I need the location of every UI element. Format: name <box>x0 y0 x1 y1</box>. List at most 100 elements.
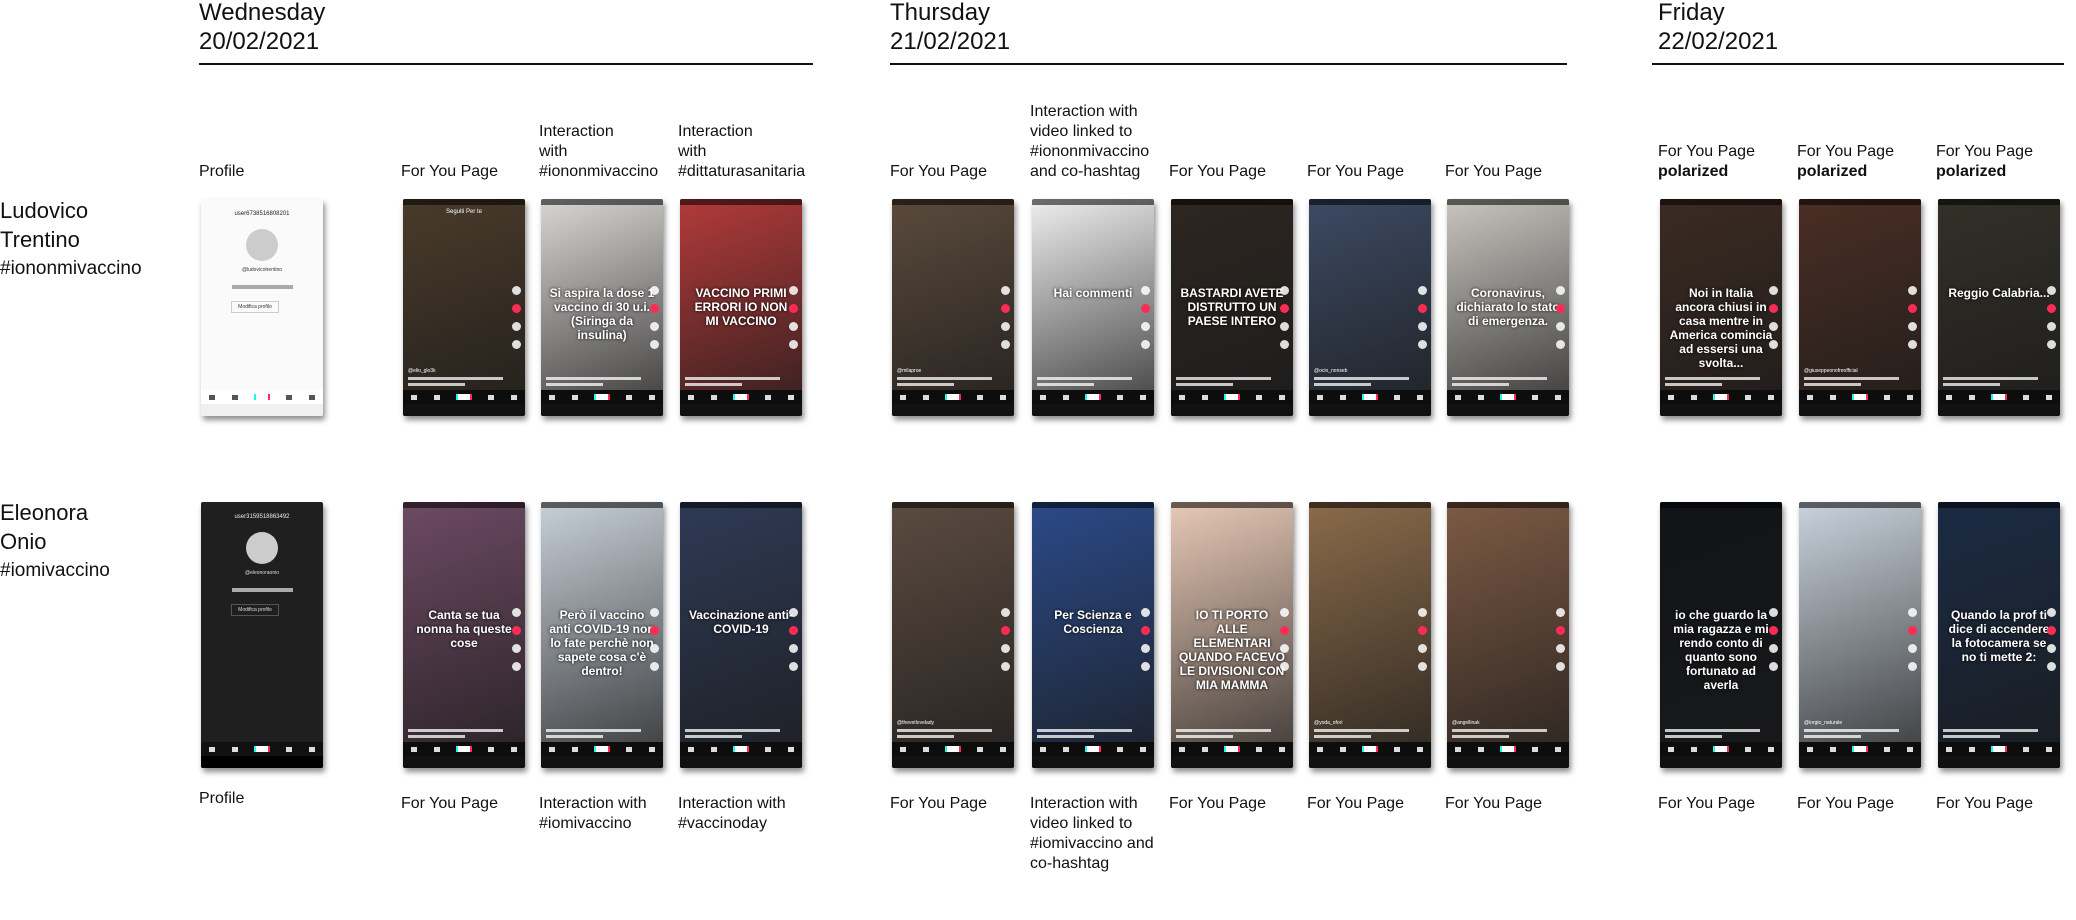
tab-icon <box>411 746 418 752</box>
avatar-icon <box>1418 608 1427 618</box>
action-sidebar <box>1280 285 1289 349</box>
share-icon <box>1556 662 1565 672</box>
comment-icon <box>2047 644 2056 654</box>
create-icon <box>1499 746 1516 752</box>
edit-profile-button: Modifica profilo <box>231 301 279 313</box>
caption-line: For You Page <box>1936 795 2033 812</box>
caption-line <box>1314 383 1371 386</box>
screen-caption: For You Page <box>1307 162 1404 182</box>
comment-icon <box>1001 321 1010 331</box>
tab-icon <box>488 394 495 400</box>
caption-line: polarized <box>1936 163 2007 180</box>
status-bar <box>892 502 1014 508</box>
caption-line <box>1037 377 1132 380</box>
action-sidebar <box>1769 608 1778 672</box>
tiktok-screenshot: Hai commenti <box>1032 199 1154 416</box>
caption-line: with <box>678 143 707 160</box>
tab-icon <box>1317 394 1324 400</box>
system-nav-bar <box>1309 756 1431 768</box>
system-nav-bar <box>892 404 1014 416</box>
tab-icon <box>1201 746 1208 752</box>
tab-icon <box>1745 746 1752 752</box>
screen-caption: For You Page <box>1445 162 1542 182</box>
status-bar <box>403 502 525 508</box>
share-icon <box>2047 339 2056 349</box>
screen-caption: For You Page <box>1445 794 1542 814</box>
heart-icon <box>1908 626 1917 636</box>
profile-username: user3159518863492 <box>234 514 290 520</box>
status-bar <box>403 199 525 205</box>
tab-icon <box>286 746 293 752</box>
profile-username: user6738516808201 <box>234 211 290 217</box>
tab-icon <box>286 394 293 400</box>
tab-icon <box>977 394 984 400</box>
user-hashtag: #iomivaccino <box>0 560 110 581</box>
comment-icon <box>512 644 521 654</box>
share-icon <box>1769 339 1778 349</box>
tab-icon <box>1139 746 1146 752</box>
share-icon <box>1418 662 1427 672</box>
action-sidebar <box>1418 285 1427 349</box>
heart-icon <box>512 303 521 313</box>
video-caption <box>1037 374 1132 386</box>
tab-icon <box>1040 746 1047 752</box>
screen-caption: Profile <box>199 162 244 182</box>
caption-line: For You Page <box>1445 795 1542 812</box>
tiktok-screenshot: @yoda_ofori <box>1309 502 1431 768</box>
heart-icon <box>2047 303 2056 313</box>
comment-icon <box>650 644 659 654</box>
bottom-tab-bar <box>1309 742 1431 756</box>
caption-line: For You Page <box>1797 143 1894 160</box>
tab-icon <box>510 394 517 400</box>
avatar <box>246 229 278 261</box>
bottom-tab-bar <box>403 742 525 756</box>
video-overlay-text: Vaccinazione anti-COVID-19 <box>688 608 794 637</box>
create-icon <box>944 746 961 752</box>
screen-caption: For You Page polarized <box>1936 142 2033 182</box>
video-caption <box>546 726 641 738</box>
tab-icon <box>1117 394 1124 400</box>
tab-icon <box>1946 746 1953 752</box>
system-nav-bar <box>1447 756 1569 768</box>
share-icon <box>1280 339 1289 349</box>
video-caption <box>1037 726 1132 738</box>
bottom-tab-bar <box>680 390 802 404</box>
tab-icon <box>1179 746 1186 752</box>
share-icon <box>1556 339 1565 349</box>
user-first-name: Eleonora <box>0 500 89 525</box>
caption-line: video linked to <box>1030 815 1133 832</box>
caption-line <box>1943 735 2000 738</box>
caption-line <box>1314 377 1409 380</box>
comment-icon <box>1769 644 1778 654</box>
tab-icon <box>1139 394 1146 400</box>
heart-icon <box>1908 303 1917 313</box>
comment-icon <box>650 321 659 331</box>
avatar-icon <box>1556 285 1565 295</box>
bottom-tab-bar <box>1032 390 1154 404</box>
screen-caption: For You Page <box>1658 794 1755 814</box>
day-rule <box>1652 63 2064 65</box>
comment-icon <box>2047 321 2056 331</box>
caption-line <box>546 729 641 732</box>
video-caption: @iorgio_naturale <box>1804 720 1899 738</box>
tiktok-screenshot: @thevetlovelady <box>892 502 1014 768</box>
caption-line <box>1452 729 1547 732</box>
tab-icon <box>571 746 578 752</box>
heart-icon <box>1556 626 1565 636</box>
tab-icon <box>1278 746 1285 752</box>
tab-icon <box>648 394 655 400</box>
status-bar <box>1447 502 1569 508</box>
caption-line: For You Page <box>1797 795 1894 812</box>
tab-icon <box>648 746 655 752</box>
comment-icon <box>789 321 798 331</box>
caption-line <box>685 377 780 380</box>
action-sidebar <box>1418 608 1427 672</box>
video-overlay-text: Coronavirus, dichiarato lo stato di emer… <box>1456 285 1560 328</box>
tab-icon <box>2023 394 2030 400</box>
tab-icon <box>626 394 633 400</box>
caption-line <box>1037 735 1094 738</box>
caption-line: For You Page <box>1307 795 1404 812</box>
user-ludovico: Ludovico Trentino #iononmivaccino <box>0 196 142 283</box>
action-sidebar <box>1001 608 1010 672</box>
caption-line: For You Page <box>1658 795 1755 812</box>
